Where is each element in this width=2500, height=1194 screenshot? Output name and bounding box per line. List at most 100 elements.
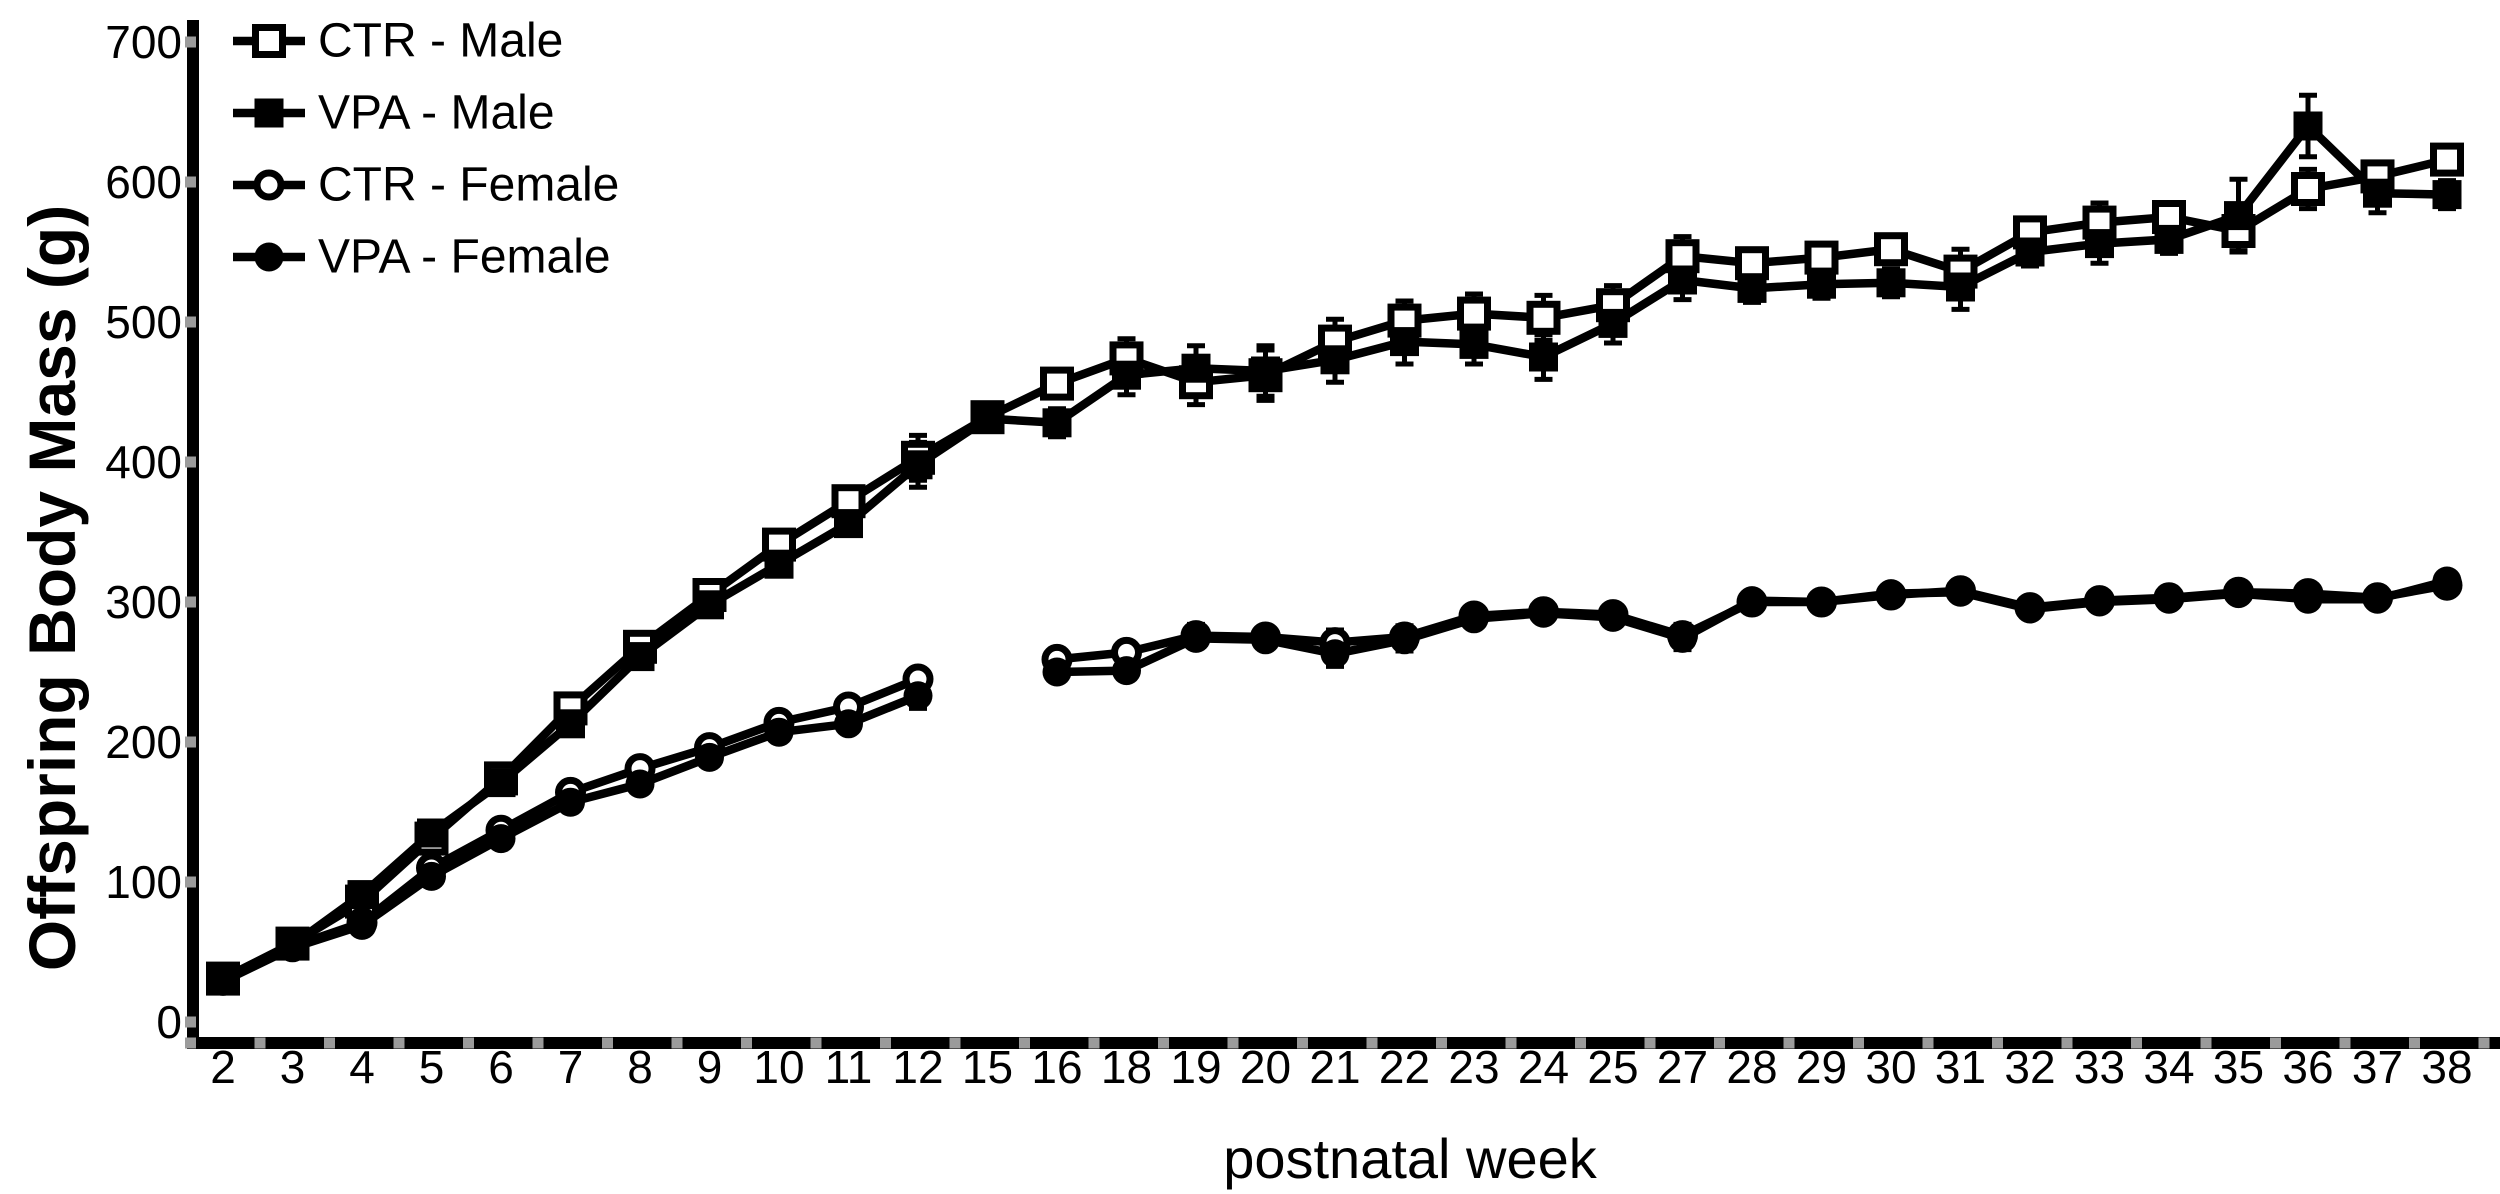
marker-filled-circle — [1459, 604, 1489, 634]
marker-filled-circle — [903, 681, 933, 711]
x-tick — [1088, 1037, 1100, 1049]
marker-filled-circle — [1112, 656, 1141, 686]
y-tick-labels: 0 100 200 300 400 500 600 700 — [105, 16, 182, 1048]
y-tick — [185, 876, 196, 888]
x-tick — [1575, 1037, 1586, 1049]
x-tick-label: 4 — [349, 1041, 375, 1093]
x-tick-label: 29 — [1796, 1041, 1847, 1093]
x-tick — [393, 1037, 405, 1049]
marker-open-square — [2430, 142, 2464, 177]
y-tick-label: 600 — [105, 156, 182, 208]
error-bars-ctr-male — [909, 143, 2456, 483]
x-tick — [324, 1037, 335, 1049]
x-tick — [463, 1037, 474, 1049]
y-tick — [185, 176, 196, 188]
marker-filled-circle — [1876, 579, 1906, 609]
x-tick — [1644, 1037, 1656, 1049]
marker-filled-circle — [1946, 577, 1975, 607]
x-tick — [1158, 1037, 1169, 1049]
marker-filled-circle — [2224, 579, 2253, 609]
marker-filled-circle — [278, 933, 307, 963]
x-tick-label: 6 — [488, 1041, 514, 1093]
x-tick-label: 7 — [558, 1041, 584, 1093]
y-tick-label: 700 — [105, 16, 182, 68]
x-tick — [1019, 1037, 1030, 1049]
x-tick-label: 2 — [210, 1041, 236, 1093]
marker-open-circle — [253, 169, 285, 201]
marker-filled-square — [1390, 327, 1419, 357]
marker-open-square — [1526, 300, 1561, 335]
marker-filled-square — [834, 509, 863, 539]
marker-open-square — [252, 24, 286, 58]
legend-item-vpa-male: VPA - Male — [233, 87, 555, 140]
legend-item-vpa-female: VPA - Female — [233, 231, 611, 284]
marker-filled-square — [1459, 329, 1489, 359]
x-tick — [185, 1037, 196, 1049]
x-tick — [1992, 1037, 2003, 1049]
marker-filled-square — [1598, 308, 1628, 338]
y-tick-label: 0 — [156, 996, 182, 1048]
x-tick — [2339, 1037, 2351, 1049]
marker-filled-circle — [1737, 586, 1767, 616]
marker-open-square — [1735, 246, 1769, 281]
marker-filled-circle — [2432, 566, 2462, 596]
x-tick-label: 18 — [1101, 1041, 1152, 1093]
x-tick-label: 11 — [825, 1041, 873, 1093]
x-tick — [2061, 1037, 2073, 1049]
marker-filled-square — [2224, 201, 2253, 231]
marker-filled-square — [1042, 408, 1072, 438]
x-tick-label: 35 — [2213, 1041, 2264, 1093]
x-tick-label: 37 — [2352, 1041, 2403, 1093]
marker-filled-circle — [486, 824, 516, 854]
x-tick-label: 24 — [1518, 1041, 1569, 1093]
marker-filled-square — [695, 590, 724, 620]
marker-filled-square — [2015, 237, 2045, 267]
x-tick — [602, 1037, 613, 1049]
x-tick-label: 21 — [1309, 1041, 1360, 1093]
x-tick-label: 22 — [1379, 1041, 1430, 1093]
x-tick — [1853, 1037, 1864, 1049]
marker-filled-circle — [2363, 584, 2392, 614]
legend-label: VPA - Female — [318, 231, 611, 284]
x-tick — [2409, 1037, 2420, 1049]
marker-open-square — [1457, 296, 1491, 331]
x-tick — [1922, 1037, 1934, 1049]
marker-filled-circle — [695, 742, 724, 772]
y-axis-line — [187, 20, 199, 1049]
x-tick-label: 28 — [1726, 1041, 1777, 1093]
x-tick — [1505, 1037, 1517, 1049]
marker-filled-circle — [625, 769, 655, 799]
marker-filled-square — [625, 642, 655, 672]
legend-label: VPA - Male — [318, 87, 555, 140]
marker-filled-square — [903, 450, 933, 480]
marker-filled-square — [2363, 178, 2392, 208]
x-tick-label: 10 — [753, 1041, 804, 1093]
y-tick-label: 300 — [105, 576, 182, 628]
x-tick-label: 9 — [697, 1041, 723, 1093]
marker-filled-circle — [2293, 584, 2323, 614]
marker-filled-circle — [834, 709, 863, 739]
x-tick — [2131, 1037, 2142, 1049]
y-tick — [185, 736, 196, 748]
x-tick — [810, 1037, 822, 1049]
marker-filled-square — [1737, 273, 1767, 303]
x-tick — [671, 1037, 683, 1049]
marker-filled-square — [764, 549, 794, 579]
marker-filled-square — [2432, 180, 2462, 210]
marker-filled-square — [486, 768, 516, 798]
x-tick-label: 23 — [1448, 1041, 1499, 1093]
marker-filled-square — [2085, 229, 2114, 259]
x-tick-label: 31 — [1935, 1041, 1986, 1093]
marker-filled-circle — [1598, 602, 1628, 632]
x-axis-line — [187, 1037, 2500, 1049]
marker-filled-square — [1251, 356, 1280, 386]
y-tick-label: 100 — [105, 856, 182, 908]
marker-filled-square — [1876, 268, 1906, 298]
marker-filled-square — [347, 880, 377, 910]
marker-filled-square — [1320, 345, 1350, 375]
marker-open-square — [2291, 172, 2325, 206]
series-markers-ctr-female — [207, 569, 2463, 996]
marker-open-square — [1040, 366, 1074, 401]
legend-label: CTR - Female — [318, 159, 619, 212]
